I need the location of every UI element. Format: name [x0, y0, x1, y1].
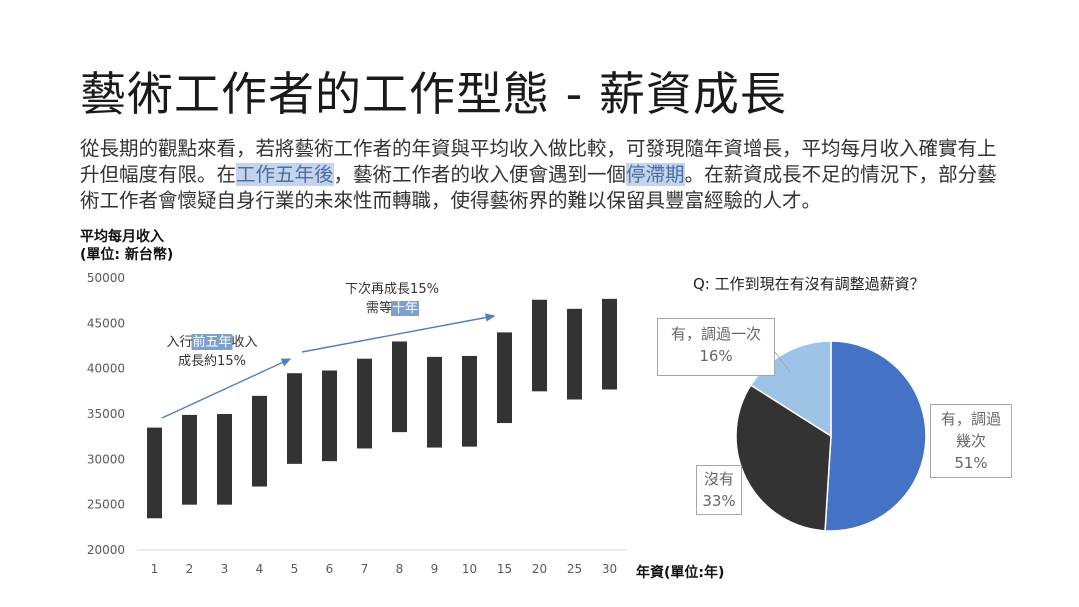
bar — [497, 332, 512, 424]
annotation-1-line-1: 入行前五年收入 — [166, 334, 257, 350]
x-tick-label: 10 — [462, 562, 477, 576]
bar — [462, 355, 477, 447]
y-tick-label: 35000 — [87, 407, 125, 421]
y-tick-label: 45000 — [87, 316, 125, 330]
pie-chart-title: Q: 工作到現在有沒有調整過薪資？ — [693, 275, 925, 293]
x-tick-label: 5 — [291, 562, 299, 576]
ylabel-line-1: 平均每月收入 — [80, 229, 164, 245]
highlighted-phrase: 停滯期 — [626, 163, 685, 186]
bar — [392, 341, 407, 433]
bar — [357, 358, 372, 449]
annotation-highlight — [191, 334, 233, 350]
annotation-2-line-2: 需等十年 — [366, 300, 418, 316]
x-tick-label: 15 — [497, 562, 512, 576]
pie-callout-no: 沒有 33% — [696, 465, 742, 515]
annotation-2-line-1: 下次再成長15% — [345, 281, 439, 297]
bar — [322, 370, 337, 462]
trend-arrow-2 — [301, 313, 496, 353]
bar — [567, 308, 582, 400]
paragraph-text: 從長期的觀點來看，若將藝術工作者的年資與平均收入做比較，可發現隨年資增長，平均每… — [80, 137, 997, 186]
y-tick-label: 40000 — [87, 362, 125, 376]
x-tick-label: 2 — [186, 562, 194, 576]
pie-label-yes-several-2: 幾次 — [955, 432, 986, 450]
bar — [182, 414, 197, 505]
pie-pct-yes-once: 16% — [699, 347, 733, 365]
pie-callout-yes-once: 有，調過一次 16% — [657, 318, 775, 376]
paragraph-text: 。在薪資成長不足的情況下，部分藝術工作者會懷疑自身行業的未來性而轉職，使得藝術界… — [80, 163, 997, 212]
bar — [287, 373, 302, 464]
bar — [217, 414, 232, 505]
x-tick-label: 30 — [602, 562, 617, 576]
bar-chart-ylabel: 平均每月收入 (單位: 新台幣) — [80, 228, 173, 264]
x-tick-label: 1 — [151, 562, 159, 576]
ylabel-line-2: (單位: 新台幣) — [80, 247, 174, 263]
x-tick-label: 25 — [567, 562, 582, 576]
pie-pct-no: 33% — [702, 492, 736, 510]
x-tick-label: 8 — [396, 562, 404, 576]
slide-paragraph: 從長期的觀點來看，若將藝術工作者的年資與平均收入做比較，可發現隨年資增長，平均每… — [80, 136, 1000, 214]
y-tick-label: 20000 — [87, 543, 125, 557]
pie-label-yes-once: 有，調過一次 — [670, 325, 761, 343]
pie-label-no: 沒有 — [703, 470, 734, 488]
trend-arrow-1 — [161, 358, 292, 419]
pie-label-yes-several-1: 有，調過 — [940, 410, 1001, 428]
highlighted-phrase: 工作五年後 — [236, 163, 334, 186]
bar — [532, 299, 547, 392]
annotation-highlight — [391, 301, 420, 316]
x-tick-label: 9 — [431, 562, 439, 576]
x-tick-label: 20 — [532, 562, 547, 576]
y-tick-label: 25000 — [87, 498, 125, 512]
bar-chart-xlabel: 年資(單位:年) — [636, 565, 725, 581]
slide-title: 藝術工作者的工作型態 - 薪資成長 — [80, 67, 787, 121]
paragraph-text: ，藝術工作者的收入便會遇到一個 — [333, 163, 627, 186]
x-tick-label: 7 — [361, 562, 369, 576]
pie-callout-yes-several: 有，調過 幾次 51% — [930, 404, 1012, 478]
x-tick-label: 4 — [256, 562, 264, 576]
bar — [147, 427, 162, 519]
annotation-1-line-2: 成長約15% — [178, 354, 246, 369]
bar — [427, 356, 442, 448]
y-tick-label: 50000 — [87, 271, 125, 285]
bar — [602, 298, 617, 390]
x-tick-label: 3 — [221, 562, 229, 576]
x-tick-label: 6 — [326, 562, 334, 576]
y-tick-label: 30000 — [87, 452, 125, 466]
pie-pct-yes-several: 51% — [954, 454, 988, 472]
bar — [252, 395, 267, 487]
